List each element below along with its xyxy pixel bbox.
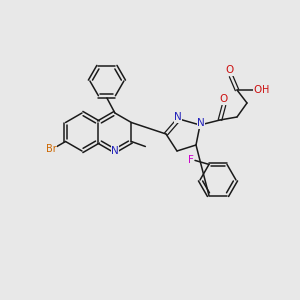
- Text: F: F: [188, 155, 194, 165]
- Text: N: N: [197, 118, 205, 128]
- Text: N: N: [111, 146, 119, 156]
- Text: H: H: [262, 85, 270, 95]
- Text: O: O: [226, 65, 234, 75]
- Text: O: O: [254, 85, 262, 95]
- Text: Br: Br: [46, 144, 57, 154]
- Text: N: N: [174, 112, 182, 122]
- Text: O: O: [220, 94, 228, 104]
